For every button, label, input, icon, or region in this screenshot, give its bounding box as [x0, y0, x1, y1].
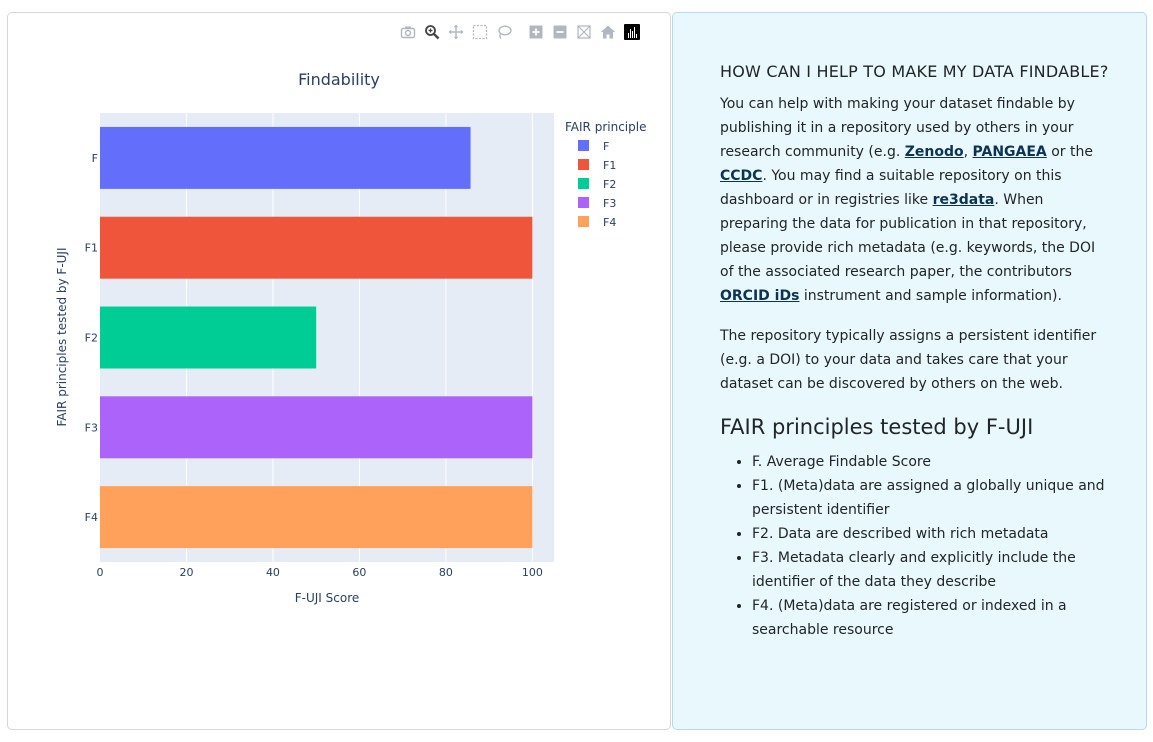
p1-text-5: . When preparing the data for publicatio… — [720, 192, 1096, 280]
autoscale-icon[interactable] — [572, 22, 596, 42]
p1-text-3: or the — [1046, 144, 1093, 160]
principle-item-f3: F3. Metadata clearly and explicitly incl… — [752, 546, 1112, 594]
plotly-logo-icon[interactable] — [620, 22, 644, 42]
legend-swatch-f1 — [578, 159, 589, 170]
x-tick-40: 40 — [266, 566, 280, 579]
legend-swatch-f2 — [578, 178, 589, 189]
y-tick-f2: F2 — [85, 332, 98, 345]
link-re3data[interactable]: re3data — [932, 192, 995, 208]
chart-modebar — [396, 22, 644, 42]
legend-item-f2[interactable]: F2 — [578, 178, 616, 191]
bars — [100, 126, 533, 549]
y-tick-labels: F F1 F2 F3 F4 — [85, 152, 98, 524]
legend-swatch-f4 — [578, 216, 589, 227]
legend-label-f: F — [603, 140, 609, 153]
principles-list: F. Average Findable Score F1. (Meta)data… — [720, 450, 1112, 642]
x-tick-60: 60 — [352, 566, 366, 579]
legend-label-f3: F3 — [603, 197, 616, 210]
legend-item-f4[interactable]: F4 — [578, 216, 616, 229]
legend-title: FAIR principle — [565, 120, 646, 134]
chart-title: Findability — [298, 70, 380, 89]
legend-swatch-f3 — [578, 197, 589, 208]
y-tick-f: F — [92, 152, 98, 165]
y-axis-title: FAIR principles tested by F-UJI — [55, 247, 69, 426]
principle-item-f1: F1. (Meta)data are assigned a globally u… — [752, 474, 1112, 522]
principle-item-f2: F2. Data are described with rich metadat… — [752, 522, 1112, 546]
legend: F F1 F2 F3 F4 — [578, 140, 616, 229]
y-tick-f4: F4 — [85, 511, 98, 524]
principle-item-f4: F4. (Meta)data are registered or indexed… — [752, 594, 1112, 642]
info-panel: HOW CAN I HELP TO MAKE MY DATA FINDABLE?… — [720, 60, 1112, 642]
x-tick-80: 80 — [439, 566, 453, 579]
p1-text-4: . You may find a suitable repository on … — [720, 168, 1062, 208]
bar-f2[interactable] — [100, 306, 317, 369]
p1-text-1: You can help with making your dataset fi… — [720, 96, 1075, 160]
box-select-icon[interactable] — [468, 22, 492, 42]
link-ccdc[interactable]: CCDC — [720, 168, 763, 184]
camera-icon[interactable] — [396, 22, 420, 42]
bar-f3[interactable] — [100, 396, 533, 459]
zoom-in-icon[interactable] — [524, 22, 548, 42]
panel-heading: HOW CAN I HELP TO MAKE MY DATA FINDABLE? — [720, 62, 1109, 81]
legend-item-f3[interactable]: F3 — [578, 197, 616, 210]
principles-heading: FAIR principles tested by F-UJI — [720, 415, 1034, 439]
panel-paragraph-1: You can help with making your dataset fi… — [720, 92, 1112, 308]
x-tick-labels: 0 20 40 60 80 100 — [97, 566, 543, 579]
link-orcid[interactable]: ORCID iDs — [720, 288, 800, 304]
legend-swatch-f — [578, 140, 589, 151]
legend-item-f[interactable]: F — [578, 140, 609, 153]
bar-f4[interactable] — [100, 486, 533, 549]
info-card — [672, 12, 1147, 730]
y-tick-f1: F1 — [85, 242, 98, 255]
p1-text-6: instrument and sample information). — [799, 288, 1062, 304]
x-tick-0: 0 — [97, 566, 104, 579]
x-axis-title: F-UJI Score — [295, 591, 360, 605]
x-tick-20: 20 — [179, 566, 193, 579]
p1-text-2: , — [963, 144, 973, 160]
bar-chart: Findability F F1 F2 F3 F4 0 20 40 60 80 100 F-UJI… — [55, 70, 646, 605]
panel-paragraph-2: The repository typically assigns a persi… — [720, 328, 1097, 392]
zoom-out-icon[interactable] — [548, 22, 572, 42]
bar-f[interactable] — [100, 126, 471, 189]
legend-label-f2: F2 — [603, 178, 616, 191]
reset-axes-icon[interactable] — [596, 22, 620, 42]
x-tick-100: 100 — [522, 566, 543, 579]
link-zenodo[interactable]: Zenodo — [904, 144, 964, 160]
principle-item-f: F. Average Findable Score — [752, 450, 1112, 474]
y-tick-f3: F3 — [85, 421, 98, 434]
bar-f1[interactable] — [100, 216, 533, 279]
link-pangaea[interactable]: PANGAEA — [972, 144, 1047, 160]
legend-item-f1[interactable]: F1 — [578, 159, 616, 172]
lasso-icon[interactable] — [492, 22, 516, 42]
zoom-icon[interactable] — [420, 22, 444, 42]
legend-label-f1: F1 — [603, 159, 616, 172]
pan-icon[interactable] — [444, 22, 468, 42]
legend-label-f4: F4 — [603, 216, 616, 229]
